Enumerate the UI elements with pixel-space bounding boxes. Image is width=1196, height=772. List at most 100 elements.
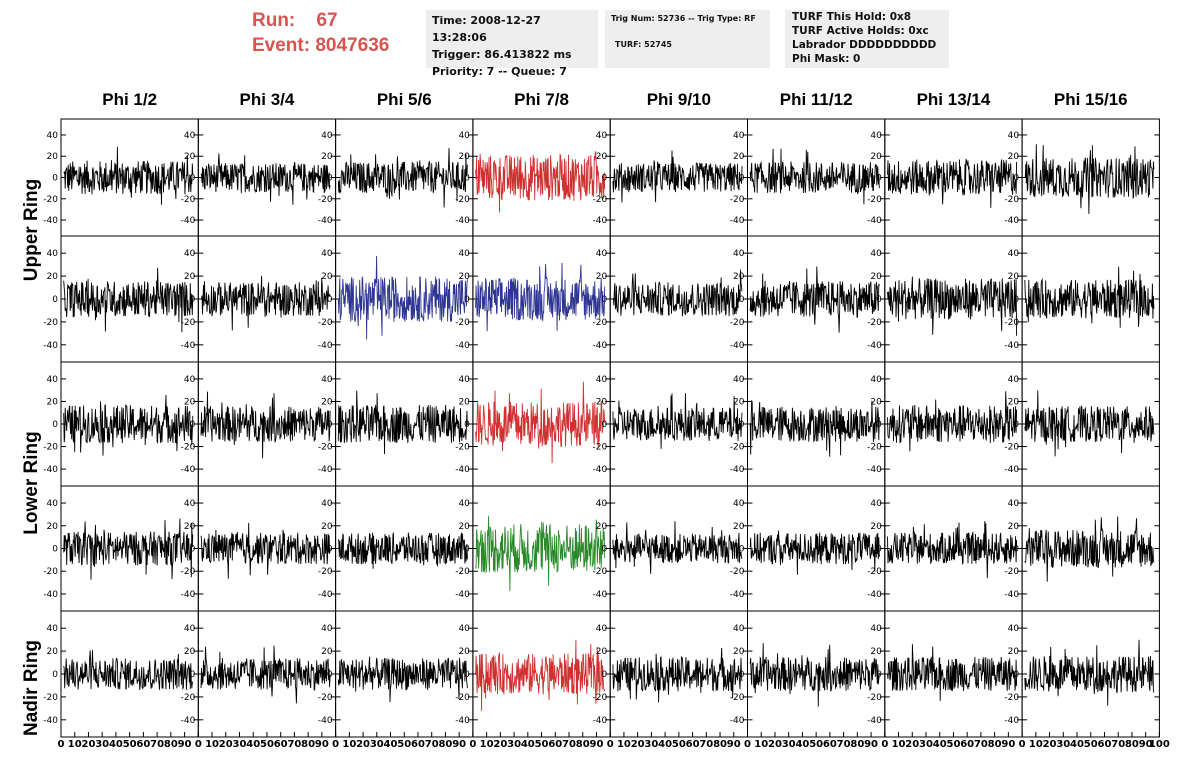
y-tick-label: 0: [52, 545, 58, 555]
x-tick-label: 80: [164, 739, 178, 750]
y-tick-label: 40: [733, 375, 745, 385]
x-tick-label: 90: [590, 739, 604, 750]
y-tick-label: 20: [47, 152, 59, 162]
x-tick-label: 40: [658, 739, 672, 750]
waveform-trace: [337, 532, 468, 569]
x-tick-label: 10: [68, 739, 82, 750]
ring-label: Upper Ring: [21, 179, 42, 281]
x-tick-label: 10: [892, 739, 906, 750]
waveform-trace: [475, 262, 606, 332]
x-tick-label: 60: [823, 739, 837, 750]
y-tick-label: 40: [596, 375, 608, 385]
x-tick-label: 70: [837, 739, 851, 750]
y-tick-label: 0: [739, 545, 745, 555]
y-tick-label: 0: [190, 670, 196, 680]
y-tick-label: -20: [1004, 443, 1019, 453]
waveform-trace: [1024, 144, 1155, 214]
y-tick-label: -20: [455, 195, 470, 205]
y-tick-label: -40: [867, 465, 882, 475]
y-tick-label: 40: [1008, 375, 1020, 385]
x-tick-label: 50: [809, 739, 823, 750]
column-header: Phi 3/4: [240, 90, 295, 109]
y-tick-label: 0: [464, 174, 470, 184]
x-tick-label: 40: [384, 739, 398, 750]
y-tick-label: -20: [592, 318, 607, 328]
x-tick-label: 40: [1070, 739, 1084, 750]
waveform-trace: [63, 394, 194, 456]
x-tick-label: 70: [425, 739, 439, 750]
y-tick-label: 20: [321, 647, 333, 657]
y-tick-label: -20: [867, 318, 882, 328]
y-tick-label: 20: [458, 522, 470, 532]
y-tick-label: 40: [596, 624, 608, 634]
y-tick-label: 20: [184, 522, 196, 532]
y-tick-label: -40: [867, 341, 882, 351]
waveform-trace: [337, 255, 468, 340]
x-tick-label: 30: [644, 739, 658, 750]
panel-frame: [60, 485, 199, 612]
y-tick-label: 40: [47, 249, 59, 259]
y-tick-label: 20: [458, 647, 470, 657]
ring-label: Nadir Ring: [21, 640, 42, 736]
y-tick-label: 20: [1008, 272, 1020, 282]
y-tick-label: 0: [190, 295, 196, 305]
waveform-trace: [612, 393, 743, 449]
y-tick-label: -20: [318, 195, 333, 205]
y-tick-label: 0: [739, 174, 745, 184]
y-tick-label: -20: [43, 567, 58, 577]
x-tick-label: 20: [1043, 739, 1057, 750]
waveform-trace: [337, 390, 468, 455]
y-tick-label: 0: [190, 174, 196, 184]
y-tick-label: 40: [596, 249, 608, 259]
y-tick-label: 20: [1008, 397, 1020, 407]
y-tick-label: -20: [592, 693, 607, 703]
waveform-trace: [1024, 639, 1155, 706]
x-tick-label: 90: [315, 739, 329, 750]
waveform-trace: [337, 656, 468, 703]
y-tick-label: 0: [876, 545, 882, 555]
waveform-trace: [887, 391, 1018, 452]
y-tick-label: -40: [592, 465, 607, 475]
y-tick-label: 40: [184, 624, 196, 634]
labrador-text: Labrador DDDDDDDDDD: [792, 39, 937, 51]
waveform-grid-chart: Phi 1/2 Phi 3/4 Phi 5/6 Phi 7/8 Phi 9/10 Phi …: [21, 90, 1170, 750]
y-tick-label: 40: [870, 624, 882, 634]
turf-text: TURF: 52745: [615, 40, 672, 49]
x-tick-label: 90: [727, 739, 741, 750]
waveform-trace: [200, 645, 331, 704]
y-tick-label: -20: [1004, 318, 1019, 328]
y-tick-label: 20: [47, 397, 59, 407]
x-tick-label: 90: [1001, 739, 1015, 750]
turf-info-panel: TURF This Hold: 0x8 TURF Active Holds: 0…: [785, 10, 949, 68]
y-tick-label: 20: [321, 522, 333, 532]
y-tick-label: 0: [464, 420, 470, 430]
y-tick-label: 40: [596, 499, 608, 509]
y-tick-label: 0: [327, 420, 333, 430]
y-tick-label: -20: [43, 693, 58, 703]
y-tick-label: -20: [867, 567, 882, 577]
y-tick-label: -20: [592, 195, 607, 205]
y-tick-label: -40: [455, 716, 470, 726]
x-tick-label: 90: [864, 739, 878, 750]
column-header: Phi 9/10: [647, 90, 711, 109]
y-tick-label: 0: [327, 670, 333, 680]
x-tick-label: 50: [1084, 739, 1098, 750]
y-tick-label: -40: [318, 590, 333, 600]
y-tick-label: 20: [184, 152, 196, 162]
y-tick-label: -40: [318, 716, 333, 726]
y-tick-label: 20: [184, 397, 196, 407]
y-tick-label: -20: [181, 443, 196, 453]
y-tick-label: -40: [455, 341, 470, 351]
y-tick-label: -40: [181, 716, 196, 726]
turf-active-text: TURF Active Holds: 0xc: [792, 25, 929, 37]
x-tick-label: 0: [744, 739, 751, 750]
x-tick-label: 40: [933, 739, 947, 750]
y-tick-label: 20: [733, 522, 745, 532]
y-tick-label: 0: [739, 420, 745, 430]
y-tick-label: 40: [458, 624, 470, 634]
y-tick-label: 0: [739, 670, 745, 680]
y-tick-label: 20: [733, 397, 745, 407]
y-tick-label: -20: [730, 567, 745, 577]
y-tick-label: 40: [47, 131, 59, 141]
y-tick-label: -20: [1004, 567, 1019, 577]
